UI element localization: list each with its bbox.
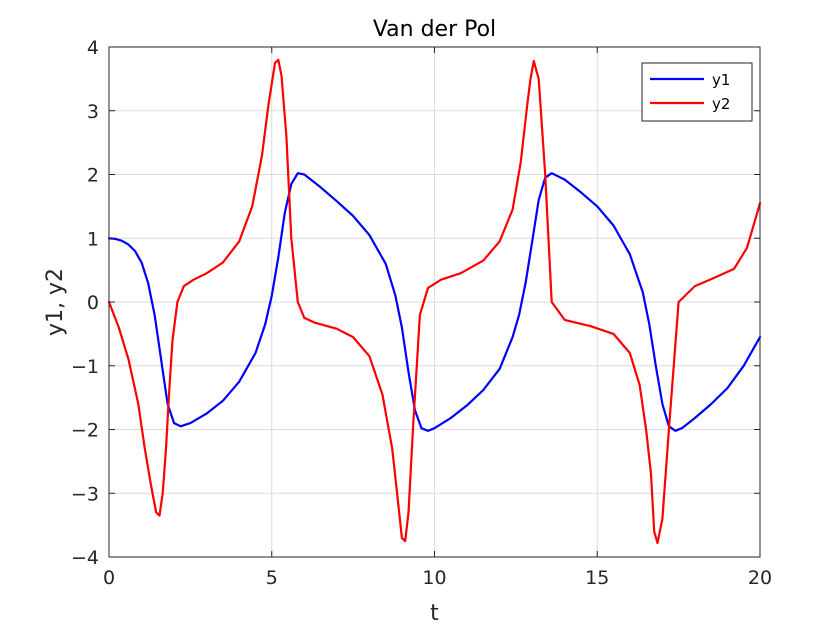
y-tick-label: 1 bbox=[87, 228, 99, 250]
legend-label-y1: y1 bbox=[712, 71, 730, 89]
series-line-y1 bbox=[107, 172, 762, 432]
y-tick-label: −3 bbox=[71, 483, 99, 505]
y-tick-label: 4 bbox=[87, 37, 99, 59]
chart-title: Van der Pol bbox=[373, 17, 496, 42]
legend-label-y2: y2 bbox=[712, 95, 730, 113]
y-tick-label: 3 bbox=[87, 101, 99, 123]
legend-box bbox=[641, 62, 753, 122]
y-tick-label: −2 bbox=[71, 420, 99, 442]
y-tick-label: 2 bbox=[87, 165, 99, 187]
y-tick-label: −4 bbox=[71, 547, 99, 569]
x-tick-label: 5 bbox=[266, 567, 278, 589]
y-tick-label: −1 bbox=[71, 356, 99, 378]
x-axis-label: t bbox=[430, 601, 439, 626]
plot-series bbox=[107, 58, 762, 545]
y-tick-label: 0 bbox=[87, 292, 99, 314]
x-tick-label: 10 bbox=[422, 567, 446, 589]
series-line-y2 bbox=[107, 58, 762, 545]
axis-ticks: 0 5 10 15 20 −4 −3 −2 −1 0 1 2 3 4 bbox=[71, 37, 772, 589]
x-tick-label: 20 bbox=[748, 567, 772, 589]
x-tick-label: 15 bbox=[585, 567, 609, 589]
y-axis-label: y1, y2 bbox=[43, 268, 68, 336]
x-tick-label: 0 bbox=[103, 567, 115, 589]
